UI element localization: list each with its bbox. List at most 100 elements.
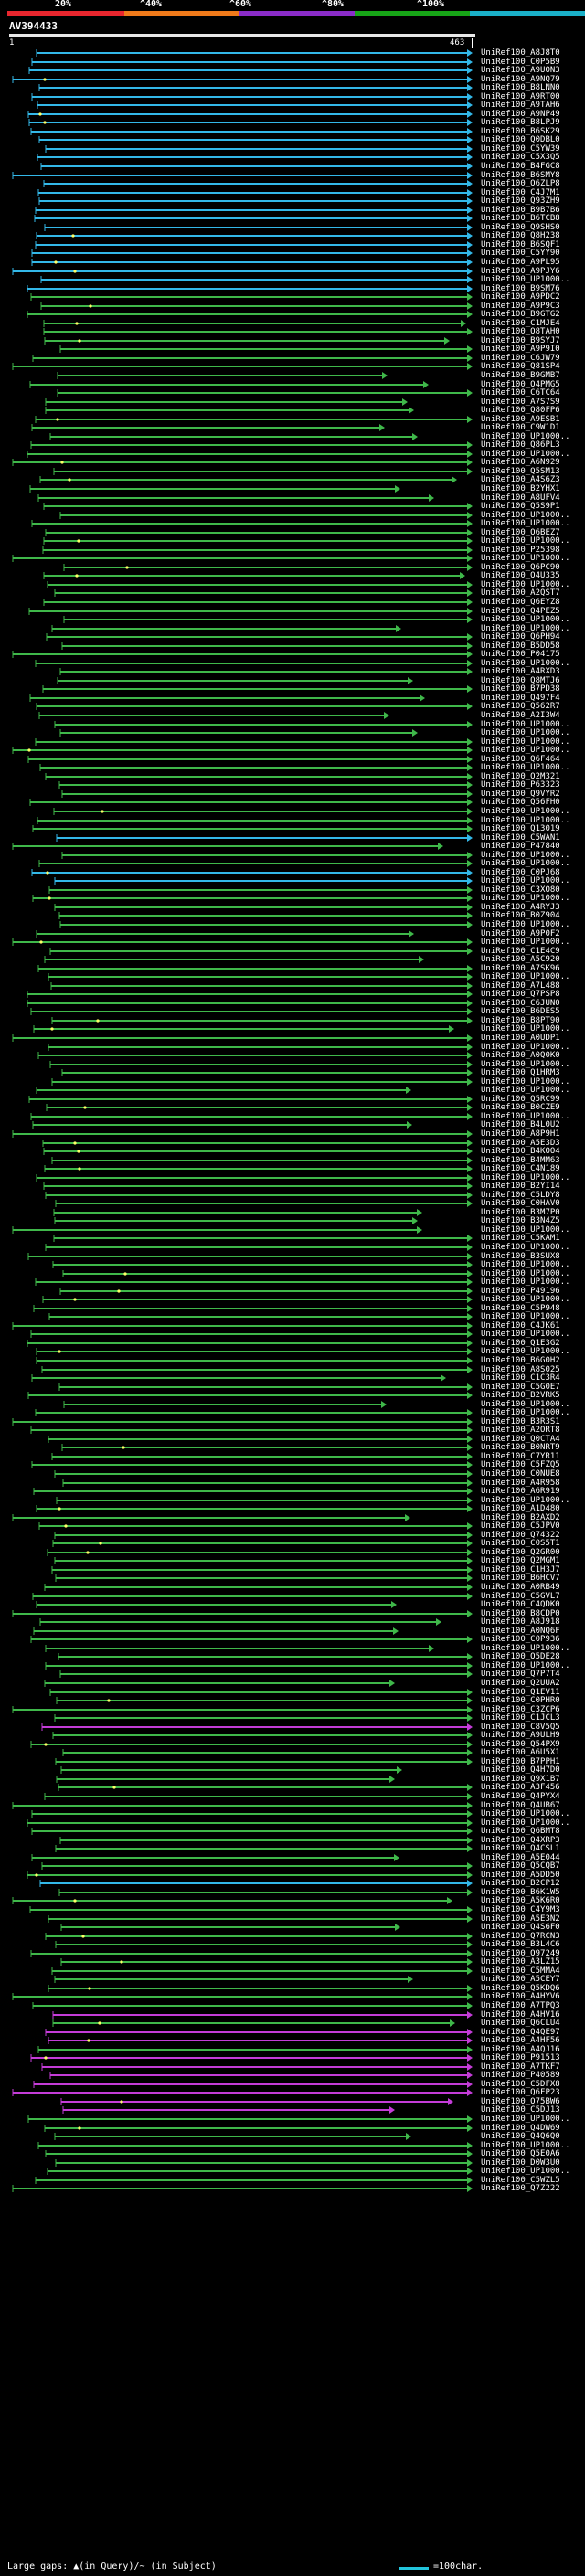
hit-label[interactable]: UniRef100_A9UON3 [481,66,560,75]
hit-label[interactable]: UniRef100_UP1000.. [481,1295,570,1304]
hit-label[interactable]: UniRef100_A5K6R0 [481,1896,560,1905]
hit-label[interactable]: UniRef100_Q5SM13 [481,467,560,476]
hit-label[interactable]: UniRef100_C1JCL3 [481,1713,560,1723]
hit-label[interactable]: UniRef100_B6DES5 [481,1007,560,1016]
hit-label[interactable]: UniRef100_A8P9H1 [481,1129,560,1139]
hit-label[interactable]: UniRef100_A4RYJ3 [481,903,560,912]
hit-label[interactable]: UniRef100_UP1000.. [481,580,570,589]
hit-label[interactable]: UniRef100_UP1000.. [481,972,570,981]
hit-label[interactable]: UniRef100_C0PJ68 [481,868,560,877]
hit-label[interactable]: UniRef100_Q97249 [481,1949,560,1958]
hit-label[interactable]: UniRef100_B8LPJ9 [481,118,560,127]
hit-label[interactable]: UniRef100_Q1HRM3 [481,1068,560,1077]
hit-label[interactable]: UniRef100_B2YHX1 [481,484,560,493]
hit-label[interactable]: UniRef100_C5LDY8 [481,1191,560,1200]
hit-label[interactable]: UniRef100_A9NP49 [481,110,560,119]
hit-label[interactable]: UniRef100_A4HF56 [481,2036,560,2045]
hit-label[interactable]: UniRef100_C0HAV0 [481,1199,560,1208]
hit-label[interactable]: UniRef100_C3ZCP6 [481,1705,560,1714]
hit-label[interactable]: UniRef100_Q7PSP8 [481,990,560,999]
hit-label[interactable]: UniRef100_UP1000.. [481,1260,570,1269]
hit-label[interactable]: UniRef100_Q9SHS0 [481,223,560,232]
hit-label[interactable]: UniRef100_A8S025 [481,1365,560,1374]
hit-label[interactable]: UniRef100_Q5DE28 [481,1652,560,1661]
hit-label[interactable]: UniRef100_UP1000.. [481,876,570,885]
hit-label[interactable]: UniRef100_UP1000.. [481,1043,570,1052]
hit-label[interactable]: UniRef100_Q4UB67 [481,1801,560,1810]
hit-label[interactable]: UniRef100_A7L488 [481,981,560,991]
hit-label[interactable]: UniRef100_UP1000.. [481,1661,570,1670]
hit-label[interactable]: UniRef100_A9P0F2 [481,929,560,938]
hit-label[interactable]: UniRef100_A5E3N2 [481,1914,560,1924]
hit-label[interactable]: UniRef100_B0CZE9 [481,1103,560,1112]
hit-label[interactable]: UniRef100_Q81SP4 [481,362,560,371]
hit-label[interactable]: UniRef100_B9GTG2 [481,310,560,319]
hit-label[interactable]: UniRef100_A3LZ15 [481,1957,560,1966]
hit-label[interactable]: UniRef100_A7TPQ3 [481,2001,560,2010]
hit-label[interactable]: UniRef100_A6N929 [481,458,560,467]
hit-label[interactable]: UniRef100_P47840 [481,842,560,851]
hit-label[interactable]: UniRef100_B3SUX8 [481,1252,560,1261]
hit-label[interactable]: UniRef100_A0UDP1 [481,1034,560,1043]
hit-label[interactable]: UniRef100_Q4U335 [481,571,560,580]
hit-label[interactable]: UniRef100_UP1000.. [481,2115,570,2124]
hit-label[interactable]: UniRef100_A8J918 [481,1617,560,1627]
hit-label[interactable]: UniRef100_C1C3R4 [481,1373,560,1383]
hit-label[interactable]: UniRef100_Q6FP23 [481,2088,560,2097]
hit-label[interactable]: UniRef100_A5CEY7 [481,1975,560,1984]
hit-label[interactable]: UniRef100_A2ORT8 [481,1426,560,1435]
hit-label[interactable]: UniRef100_C5KAM1 [481,1234,560,1243]
hit-label[interactable]: UniRef100_B9GMB7 [481,371,560,380]
hit-label[interactable]: UniRef100_Q2M321 [481,772,560,781]
hit-label[interactable]: UniRef100_A9PJY6 [481,267,560,276]
hit-label[interactable]: UniRef100_B3M7P0 [481,1208,560,1217]
hit-label[interactable]: UniRef100_UP1000.. [481,1330,570,1339]
hit-label[interactable]: UniRef100_Q93ZH9 [481,196,560,206]
hit-label[interactable]: UniRef100_B5DD58 [481,641,560,651]
hit-label[interactable]: UniRef100_C4JK61 [481,1321,560,1330]
hit-label[interactable]: UniRef100_Q86PL3 [481,440,560,450]
hit-label[interactable]: UniRef100_Q4S6F0 [481,1923,560,1932]
hit-label[interactable]: UniRef100_B6TCB8 [481,214,560,223]
hit-label[interactable]: UniRef100_A8UFV4 [481,493,560,503]
hit-label[interactable]: UniRef100_C5X3Q5 [481,153,560,162]
hit-label[interactable]: UniRef100_Q7RCN3 [481,1932,560,1941]
hit-label[interactable]: UniRef100_B9SYJ7 [481,336,560,345]
hit-label[interactable]: UniRef100_C4QDK0 [481,1600,560,1609]
hit-label[interactable]: UniRef100_B8PT90 [481,1016,560,1025]
hit-label[interactable]: UniRef100_C3XO80 [481,885,560,895]
hit-label[interactable]: UniRef100_A5E044 [481,1853,560,1862]
hit-label[interactable]: UniRef100_Q6BEZ7 [481,528,560,537]
hit-label[interactable]: UniRef100_B0Z904 [481,911,560,920]
hit-label[interactable]: UniRef100_UP1000.. [481,807,570,816]
hit-label[interactable]: UniRef100_C5YY90 [481,249,560,258]
hit-label[interactable]: UniRef100_UP1000.. [481,1644,570,1653]
hit-label[interactable]: UniRef100_Q5E0A6 [481,2149,560,2158]
hit-label[interactable]: UniRef100_A9ESB1 [481,415,560,424]
hit-label[interactable]: UniRef100_A4R958 [481,1479,560,1488]
hit-label[interactable]: UniRef100_B6HCV7 [481,1574,560,1583]
hit-label[interactable]: UniRef100_UP1000.. [481,2141,570,2150]
hit-label[interactable]: UniRef100_C4J7M1 [481,188,560,197]
hit-label[interactable]: UniRef100_UP1000.. [481,1818,570,1828]
hit-label[interactable]: UniRef100_Q54PX9 [481,1740,560,1749]
hit-label[interactable]: UniRef100_A4S6Z3 [481,475,560,484]
hit-label[interactable]: UniRef100_UP1000.. [481,1173,570,1182]
hit-label[interactable]: UniRef100_C5WAN1 [481,833,560,843]
hit-label[interactable]: UniRef100_B2CP12 [481,1879,560,1888]
hit-label[interactable]: UniRef100_UP1000.. [481,1312,570,1321]
hit-label[interactable]: UniRef100_A0RB49 [481,1583,560,1592]
hit-label[interactable]: UniRef100_UP1000.. [481,894,570,903]
hit-label[interactable]: UniRef100_UP1000.. [481,816,570,825]
hit-label[interactable]: UniRef100_UP1000.. [481,1112,570,1121]
hit-label[interactable]: UniRef100_UP1000.. [481,763,570,772]
hit-label[interactable]: UniRef100_Q6PC90 [481,563,560,572]
hit-label[interactable]: UniRef100_B4MM63 [481,1156,560,1165]
hit-label[interactable]: UniRef100_Q2GR00 [481,1548,560,1557]
hit-label[interactable]: UniRef100_Q8H238 [481,231,560,240]
hit-label[interactable]: UniRef100_P63323 [481,780,560,790]
hit-label[interactable]: UniRef100_UP1000.. [481,1809,570,1818]
hit-label[interactable]: UniRef100_Q6ZLP8 [481,179,560,188]
hit-label[interactable]: UniRef100_UP1000.. [481,554,570,563]
hit-label[interactable]: UniRef100_A9P9I0 [481,345,560,354]
